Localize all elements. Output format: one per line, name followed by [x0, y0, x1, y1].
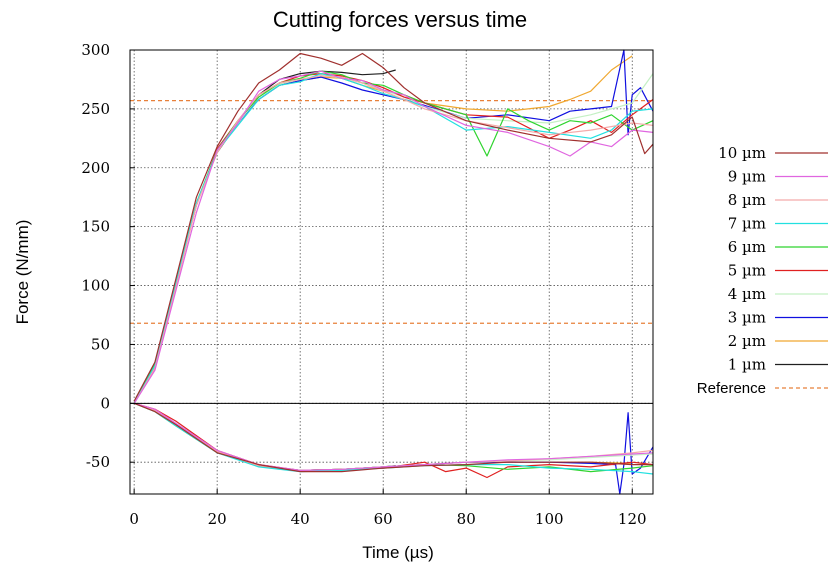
series-line-upper — [133, 52, 654, 402]
series-line-upper — [133, 70, 654, 404]
y-tick-label: 200 — [81, 159, 110, 177]
legend: 10 µm 9 µm 8 µm 7 µm 6 µm 5 µm 4 µm 3 µm 2 µm 1 µ… — [697, 144, 828, 397]
series-line-upper — [133, 75, 654, 404]
chart-title: Cutting forces versus time — [273, 7, 527, 32]
x-tick-label: 120 — [618, 510, 647, 528]
y-tick-label: -50 — [86, 453, 110, 471]
series-line-upper — [133, 73, 654, 404]
plot-frame — [129, 49, 654, 495]
legend-label: 7 µm — [728, 215, 766, 233]
series-line-lower — [134, 402, 396, 471]
series-line-lower — [134, 402, 654, 471]
legend-label: 1 µm — [728, 356, 766, 374]
legend-label: 6 µm — [728, 238, 766, 256]
series-line-lower — [133, 402, 653, 473]
x-tick-label: 20 — [208, 510, 227, 528]
legend-label-reference: Reference — [697, 380, 766, 397]
y-tick-label: 50 — [91, 335, 110, 353]
y-tick-label: 300 — [81, 41, 110, 59]
y-tick-label: 250 — [81, 100, 110, 118]
series-lines — [133, 49, 654, 495]
grid — [130, 49, 653, 494]
series-line-upper — [133, 70, 654, 404]
x-axis-label: Time (µs) — [362, 543, 434, 562]
series-line-lower — [134, 402, 654, 471]
legend-label: 4 µm — [728, 285, 766, 303]
legend-label: 2 µm — [728, 332, 766, 350]
legend-label: 3 µm — [728, 309, 766, 327]
x-tick-label: 100 — [535, 510, 564, 528]
tick-labels: 0 20 40 60 80 100 120 -50 0 50 100 150 200 250 300 — [81, 41, 646, 528]
y-tick-label: 0 — [100, 394, 110, 412]
series-line-upper — [133, 69, 396, 404]
series-line-lower — [133, 402, 654, 473]
axes — [129, 49, 654, 495]
series-line-upper — [133, 72, 654, 404]
y-tick-label: 150 — [81, 218, 110, 236]
x-tick-label: 80 — [457, 510, 476, 528]
x-tick-label: 40 — [291, 510, 310, 528]
series-line-lower — [134, 402, 654, 471]
series-line-lower — [134, 402, 654, 479]
reference-lines — [130, 100, 653, 324]
y-axis-label: Force (N/mm) — [13, 220, 32, 325]
legend-label: 9 µm — [728, 168, 766, 186]
x-tick-label: 0 — [129, 510, 139, 528]
y-tick-label: 100 — [81, 277, 110, 295]
legend-label: 10 µm — [718, 144, 766, 162]
legend-label: 5 µm — [728, 262, 766, 280]
legend-label: 8 µm — [728, 191, 766, 209]
series-line-upper — [133, 72, 654, 404]
x-tick-label: 60 — [374, 510, 393, 528]
